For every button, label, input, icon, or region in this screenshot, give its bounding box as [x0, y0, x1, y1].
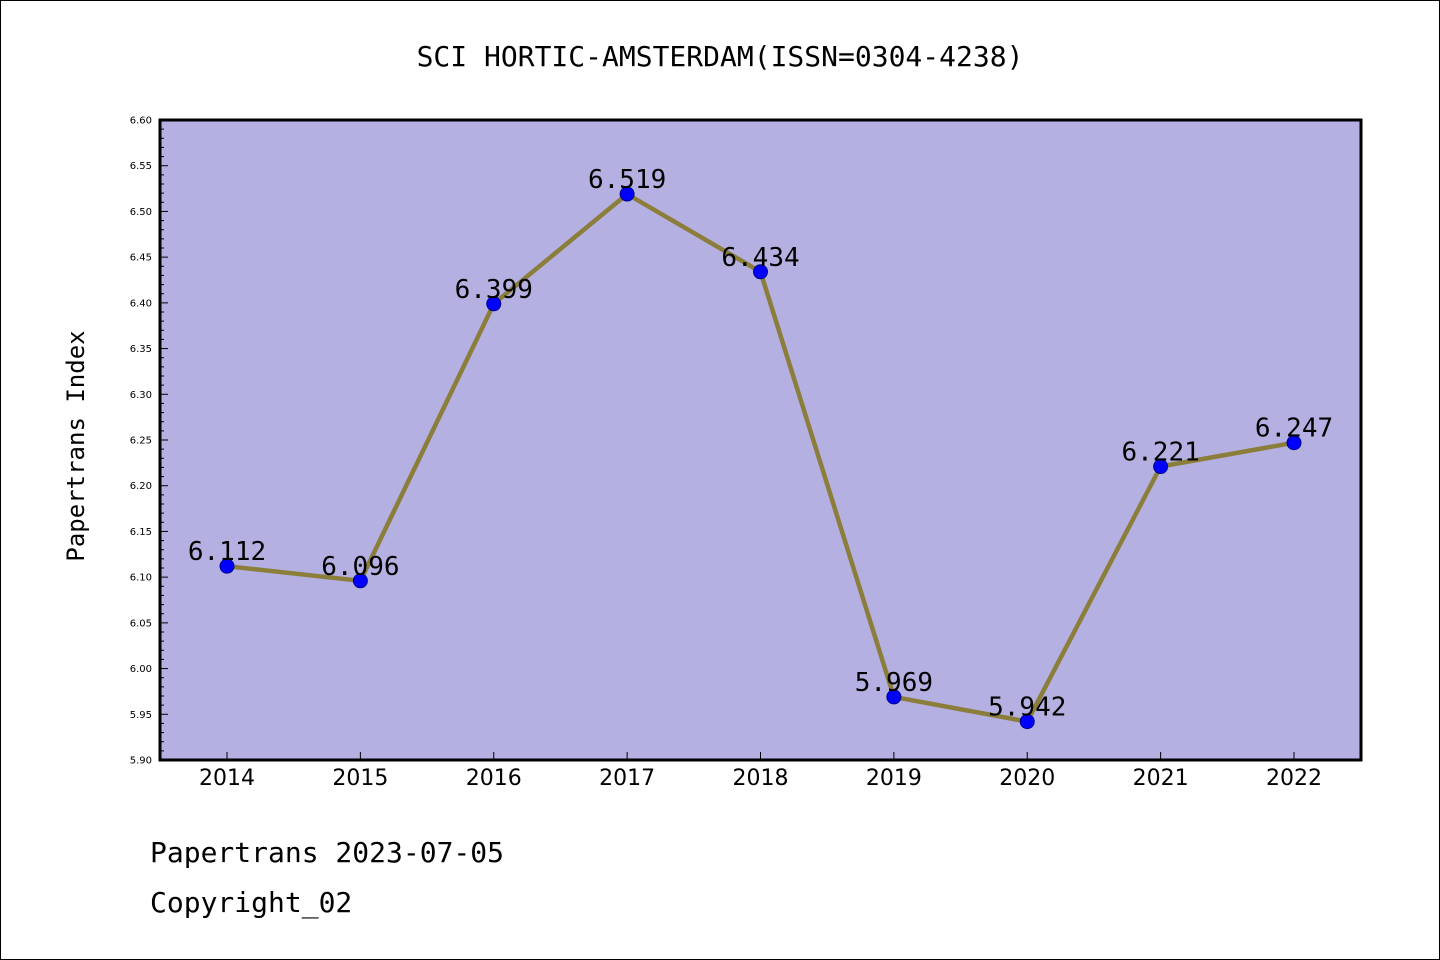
y-tick-label: 6.50: [130, 207, 152, 218]
x-axis: 2014 2015 2016 2017 2018 2019 2020 2021 2022: [199, 752, 1322, 791]
x-tick-label: 2018: [733, 766, 789, 791]
x-tick-label: 2022: [1266, 766, 1322, 791]
y-tick-label: 6.10: [130, 573, 152, 584]
data-point-2022: [1286, 435, 1302, 451]
footer-copyright-text: Copyright_02: [150, 886, 353, 919]
data-point-2018: [753, 264, 768, 280]
chart-title: SCI HORTIC-AMSTERDAM(ISSN=0304-4238): [417, 40, 1024, 73]
plot-area: [158, 118, 1363, 762]
data-point-2021: [1153, 459, 1169, 475]
data-point-2014: [219, 558, 235, 574]
y-tick-label: 6.20: [130, 481, 152, 492]
x-tick-label: 2021: [1133, 766, 1189, 791]
y-tick-label: 6.05: [130, 618, 152, 629]
y-tick-label: 6.15: [130, 527, 152, 538]
x-tick-label: 2017: [599, 766, 655, 791]
data-labels: 6.112 6.096 6.399 6.519 6.434 5.969 5.942 6.221…: [188, 165, 1333, 723]
y-tick-label: 6.45: [130, 253, 152, 264]
data-label-2015: 6.096: [321, 552, 399, 582]
data-label-2020: 5.942: [988, 693, 1066, 723]
data-label-2016: 6.399: [455, 275, 533, 305]
data-label-2019: 5.969: [855, 668, 933, 698]
y-tick-label: 5.95: [130, 710, 152, 721]
data-label-2017: 6.519: [588, 165, 666, 195]
y-tick-label: 5.90: [130, 756, 152, 767]
data-point-2020: [1019, 714, 1035, 730]
y-tick-label: 6.35: [130, 344, 152, 355]
y-axis-label: Papertrans Index: [62, 330, 90, 561]
data-label-2022: 6.247: [1255, 414, 1333, 444]
y-tick-label: 6.40: [130, 298, 152, 309]
data-points: [219, 186, 1302, 730]
y-tick-label: 6.30: [130, 390, 152, 401]
data-point-2017: [619, 186, 635, 202]
y-tick-label: 6.60: [130, 116, 152, 127]
y-tick-label: 6.00: [130, 664, 152, 675]
data-label-2014: 6.112: [188, 537, 266, 567]
x-tick-label: 2014: [199, 766, 255, 791]
data-label-2018: 6.434: [721, 243, 799, 273]
y-axis: 5.90 5.95 6.00 6.05 6.10 6.15 6.20 6.25 6.30 6.35…: [130, 116, 168, 767]
data-point-2019: [886, 689, 902, 705]
x-tick-label: 2019: [866, 766, 922, 791]
x-tick-label: 2020: [999, 766, 1055, 791]
y-tick-label: 6.25: [130, 436, 152, 447]
data-point-2015: [352, 573, 368, 589]
data-label-2021: 6.221: [1121, 438, 1199, 468]
x-tick-label: 2015: [332, 766, 388, 791]
y-tick-label: 6.55: [130, 161, 152, 172]
x-tick-label: 2016: [466, 766, 522, 791]
footer-date-text: Papertrans 2023-07-05: [150, 836, 505, 869]
data-point-2016: [486, 296, 502, 312]
